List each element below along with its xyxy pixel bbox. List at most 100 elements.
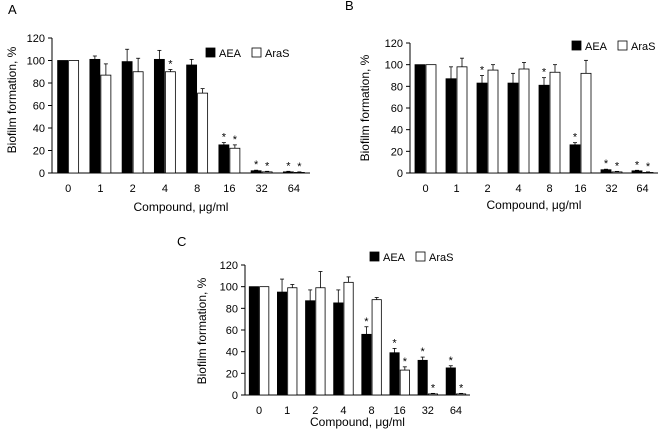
bar-aea: [389, 352, 400, 396]
bar-aea: [417, 359, 428, 396]
bar-aea: [476, 82, 488, 174]
bar-aea: [333, 302, 344, 396]
y-tick-label: 0: [232, 390, 238, 402]
x-tick-label: 32: [256, 183, 268, 195]
x-axis-title: Compound, μg/ml: [487, 198, 582, 212]
significance-asterisk: *: [222, 132, 227, 144]
y-tick-label: 80: [226, 303, 238, 315]
x-tick-label: 16: [223, 183, 235, 195]
significance-asterisk: *: [403, 356, 408, 368]
y-tick-label: 0: [39, 168, 45, 180]
significance-asterisk: *: [392, 337, 397, 349]
bar-aras: [343, 281, 354, 396]
bar-aea: [538, 84, 550, 174]
y-tick-label: 120: [220, 260, 238, 272]
x-tick-label: 32: [422, 405, 434, 417]
x-tick-label: 2: [130, 183, 136, 195]
significance-asterisk: *: [635, 159, 640, 171]
y-tick-label: 80: [391, 81, 403, 93]
bar-aras: [100, 74, 112, 174]
significance-asterisk: *: [604, 158, 609, 170]
legend-swatch-aea: [571, 40, 582, 51]
y-tick-label: 20: [391, 146, 403, 158]
bar-aras: [132, 71, 144, 174]
bar-aras: [287, 287, 298, 396]
significance-asterisk: *: [265, 160, 270, 172]
chart-panel-b: B 0 20 40 60 80 100 120 0 1 * 2 4 * 8 * 16 * * 32 * * 64 Compou…: [345, 0, 658, 212]
bar-aea: [361, 333, 372, 396]
significance-asterisk: *: [421, 346, 426, 358]
bar-aea: [507, 82, 519, 174]
legend-label-aea: AEA: [219, 48, 242, 60]
legend-label-aras: AraS: [265, 48, 289, 60]
significance-asterisk: *: [168, 59, 173, 71]
x-tick-label: 32: [605, 183, 617, 195]
x-axis-title: Compound, μg/ml: [134, 200, 229, 214]
y-tick-label: 120: [27, 33, 45, 45]
y-tick-label: 100: [220, 282, 238, 294]
significance-asterisk: *: [615, 160, 620, 172]
bar-aras: [197, 92, 209, 174]
x-tick-label: 8: [369, 405, 375, 417]
significance-asterisk: *: [254, 159, 259, 171]
legend: AEA AraS: [571, 40, 655, 53]
bar-aea: [445, 367, 456, 396]
y-tick-label: 40: [33, 123, 45, 135]
bar-aea: [445, 78, 457, 174]
bar-aras: [315, 287, 326, 396]
y-tick-label: 60: [33, 101, 45, 113]
x-tick-label: 1: [284, 405, 290, 417]
x-tick-label: 0: [422, 183, 428, 195]
legend-label-aea: AEA: [585, 41, 608, 53]
bar-aea: [305, 300, 316, 396]
legend-swatch-aras: [251, 47, 262, 58]
significance-asterisk: *: [431, 382, 436, 394]
bar-aea: [57, 60, 69, 174]
x-tick-label: 4: [162, 183, 168, 195]
bar-aea: [218, 144, 230, 174]
x-tick-label: 1: [97, 183, 103, 195]
x-tick-label: 64: [636, 183, 648, 195]
bar-aea: [121, 61, 133, 174]
legend-swatch-aras: [617, 40, 628, 51]
y-tick-label: 60: [391, 103, 403, 115]
y-axis-title: Biofilm formation, %: [195, 277, 209, 384]
bar-aras: [164, 71, 176, 174]
bar-aea: [248, 286, 259, 396]
significance-asterisk: *: [646, 161, 651, 173]
legend-swatch-aea: [205, 47, 216, 58]
y-tick-label: 40: [226, 347, 238, 359]
bar-aras: [549, 71, 561, 174]
bar-aras: [259, 286, 270, 396]
bar-aea: [89, 58, 101, 174]
legend-swatch-aras: [415, 251, 426, 262]
bar-aea: [186, 64, 198, 174]
x-tick-label: 1: [453, 183, 459, 195]
legend: AEA AraS: [205, 47, 289, 60]
panel-label: B: [345, 0, 354, 13]
bar-aras: [371, 299, 382, 396]
legend-label-aea: AEA: [383, 252, 406, 264]
significance-asterisk: *: [233, 134, 238, 146]
x-tick-label: 64: [288, 183, 300, 195]
significance-asterisk: *: [573, 132, 578, 144]
x-tick-label: 2: [312, 405, 318, 417]
significance-asterisk: *: [364, 316, 369, 328]
chart-panel-a: A 0 20 40 60 80 100 120 0 1 2 * 4 8 * * 16 * * 32 * * 64 Compou…: [5, 2, 310, 214]
bar-aras: [229, 147, 241, 174]
bar-aras: [456, 66, 468, 174]
legend-label-aras: AraS: [429, 252, 453, 264]
y-tick-label: 0: [397, 168, 403, 180]
bar-aras: [68, 60, 80, 174]
y-tick-label: 20: [226, 368, 238, 380]
y-tick-label: 100: [385, 60, 403, 72]
x-tick-label: 16: [574, 183, 586, 195]
x-tick-label: 2: [484, 183, 490, 195]
significance-asterisk: *: [297, 161, 302, 173]
bar-aea: [277, 291, 288, 396]
y-tick-label: 120: [385, 38, 403, 50]
x-tick-label: 64: [450, 405, 462, 417]
x-tick-label: 16: [394, 405, 406, 417]
bar-aea: [414, 64, 426, 174]
